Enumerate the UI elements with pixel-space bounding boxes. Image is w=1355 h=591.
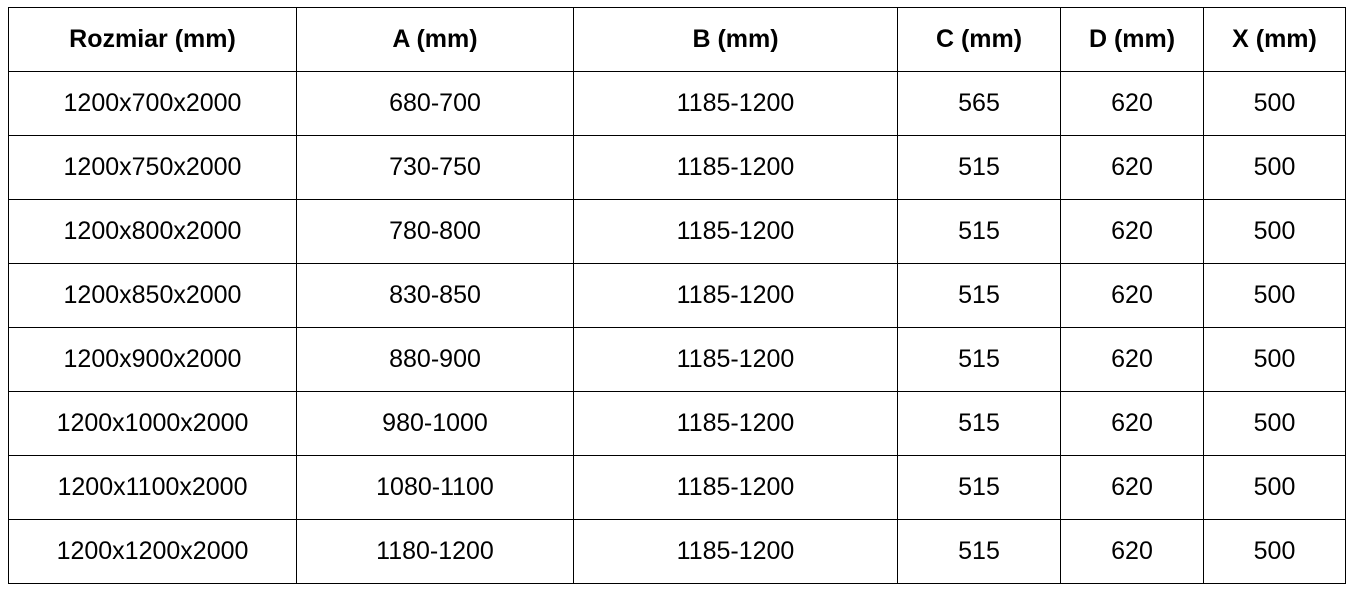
table-cell: 1200x850x2000 bbox=[8, 263, 297, 328]
table-cell: 620 bbox=[1060, 519, 1204, 584]
table-cell: 1200x1200x2000 bbox=[8, 519, 297, 584]
table-cell: 1185-1200 bbox=[573, 135, 898, 200]
table-cell: 500 bbox=[1203, 135, 1346, 200]
table-cell: 515 bbox=[897, 391, 1061, 456]
table-cell: 515 bbox=[897, 455, 1061, 520]
table-cell: 1200x800x2000 bbox=[8, 199, 297, 264]
table-row: 1200x700x2000 680-700 1185-1200 565 620 500 bbox=[8, 71, 1346, 136]
table-cell: 680-700 bbox=[296, 71, 574, 136]
column-header: D (mm) bbox=[1060, 7, 1204, 72]
table-row: 1200x800x2000 780-800 1185-1200 515 620 500 bbox=[8, 199, 1346, 264]
table-row: 1200x850x2000 830-850 1185-1200 515 620 500 bbox=[8, 263, 1346, 328]
table-cell: 620 bbox=[1060, 135, 1204, 200]
table-cell: 620 bbox=[1060, 263, 1204, 328]
table-cell: 1185-1200 bbox=[573, 519, 898, 584]
table-cell: 500 bbox=[1203, 391, 1346, 456]
table-cell: 500 bbox=[1203, 327, 1346, 392]
table-cell: 500 bbox=[1203, 71, 1346, 136]
dimensions-table: Rozmiar (mm) A (mm) B (mm) C (mm) D (mm) X (m… bbox=[8, 7, 1346, 584]
table-cell: 515 bbox=[897, 327, 1061, 392]
table-cell: 500 bbox=[1203, 263, 1346, 328]
table-cell: 1080-1100 bbox=[296, 455, 574, 520]
table-cell: 780-800 bbox=[296, 199, 574, 264]
table-cell: 730-750 bbox=[296, 135, 574, 200]
table-cell: 880-900 bbox=[296, 327, 574, 392]
table-cell: 1185-1200 bbox=[573, 199, 898, 264]
table-cell: 620 bbox=[1060, 391, 1204, 456]
table-cell: 515 bbox=[897, 199, 1061, 264]
table-row: 1200x900x2000 880-900 1185-1200 515 620 500 bbox=[8, 327, 1346, 392]
table-cell: 830-850 bbox=[296, 263, 574, 328]
column-header: Rozmiar (mm) bbox=[8, 7, 297, 72]
table-cell: 980-1000 bbox=[296, 391, 574, 456]
header-row: Rozmiar (mm) A (mm) B (mm) C (mm) D (mm) X (m… bbox=[8, 7, 1346, 72]
table-row: 1200x1100x2000 1080-1100 1185-1200 515 620 50… bbox=[8, 455, 1346, 520]
table-cell: 1200x750x2000 bbox=[8, 135, 297, 200]
table-cell: 515 bbox=[897, 263, 1061, 328]
table-cell: 1200x900x2000 bbox=[8, 327, 297, 392]
table-row: 1200x750x2000 730-750 1185-1200 515 620 500 bbox=[8, 135, 1346, 200]
table-cell: 1180-1200 bbox=[296, 519, 574, 584]
table-cell: 565 bbox=[897, 71, 1061, 136]
table-cell: 620 bbox=[1060, 71, 1204, 136]
column-header: X (mm) bbox=[1203, 7, 1346, 72]
column-header: A (mm) bbox=[296, 7, 574, 72]
table-cell: 620 bbox=[1060, 455, 1204, 520]
table-cell: 1185-1200 bbox=[573, 455, 898, 520]
table-cell: 500 bbox=[1203, 519, 1346, 584]
table-cell: 1185-1200 bbox=[573, 263, 898, 328]
table-cell: 620 bbox=[1060, 199, 1204, 264]
table-row: 1200x1000x2000 980-1000 1185-1200 515 620 500 bbox=[8, 391, 1346, 456]
table-cell: 1185-1200 bbox=[573, 71, 898, 136]
table-cell: 1185-1200 bbox=[573, 391, 898, 456]
column-header: C (mm) bbox=[897, 7, 1061, 72]
table-cell: 500 bbox=[1203, 455, 1346, 520]
column-header: B (mm) bbox=[573, 7, 898, 72]
table-cell: 1200x1100x2000 bbox=[8, 455, 297, 520]
table-cell: 620 bbox=[1060, 327, 1204, 392]
table-cell: 1200x700x2000 bbox=[8, 71, 297, 136]
table-cell: 500 bbox=[1203, 199, 1346, 264]
table-cell: 1185-1200 bbox=[573, 327, 898, 392]
table-cell: 515 bbox=[897, 519, 1061, 584]
table-cell: 515 bbox=[897, 135, 1061, 200]
table-cell: 1200x1000x2000 bbox=[8, 391, 297, 456]
table-row: 1200x1200x2000 1180-1200 1185-1200 515 620 50… bbox=[8, 519, 1346, 584]
